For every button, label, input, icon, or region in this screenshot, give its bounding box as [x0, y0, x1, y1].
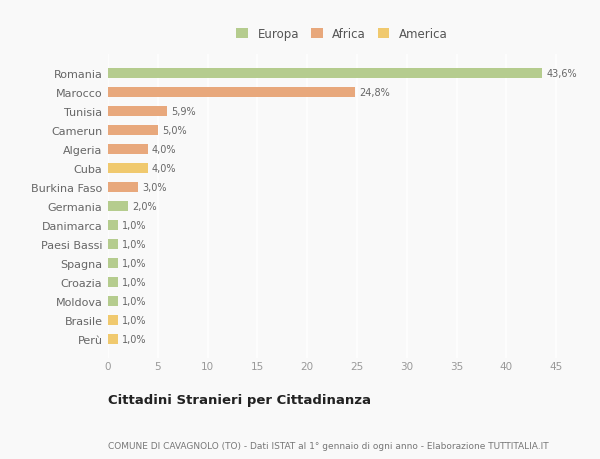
Text: 1,0%: 1,0%: [122, 277, 146, 287]
Bar: [108, 315, 118, 325]
Text: Cittadini Stranieri per Cittadinanza: Cittadini Stranieri per Cittadinanza: [108, 393, 371, 406]
Text: 1,0%: 1,0%: [122, 334, 146, 344]
Bar: [108, 239, 118, 250]
Bar: [108, 334, 118, 344]
Bar: [108, 69, 542, 79]
Bar: [108, 126, 158, 136]
Text: 1,0%: 1,0%: [122, 258, 146, 269]
Bar: [108, 277, 118, 287]
Text: 5,0%: 5,0%: [162, 126, 187, 136]
Text: 4,0%: 4,0%: [152, 164, 176, 174]
Text: 24,8%: 24,8%: [359, 88, 389, 98]
Bar: [108, 202, 128, 212]
Bar: [108, 145, 148, 155]
Text: 1,0%: 1,0%: [122, 240, 146, 249]
Bar: [108, 296, 118, 307]
Text: 2,0%: 2,0%: [132, 202, 157, 212]
Text: 43,6%: 43,6%: [546, 69, 577, 79]
Bar: [108, 106, 167, 117]
Bar: [108, 220, 118, 231]
Bar: [108, 88, 355, 98]
Text: 5,9%: 5,9%: [171, 107, 196, 117]
Text: 4,0%: 4,0%: [152, 145, 176, 155]
Bar: [108, 182, 138, 193]
Text: 3,0%: 3,0%: [142, 183, 166, 193]
Text: 1,0%: 1,0%: [122, 220, 146, 230]
Legend: Europa, Africa, America: Europa, Africa, America: [234, 25, 450, 43]
Bar: [108, 163, 148, 174]
Text: 1,0%: 1,0%: [122, 296, 146, 306]
Text: COMUNE DI CAVAGNOLO (TO) - Dati ISTAT al 1° gennaio di ogni anno - Elaborazione : COMUNE DI CAVAGNOLO (TO) - Dati ISTAT al…: [108, 441, 548, 450]
Bar: [108, 258, 118, 269]
Text: 1,0%: 1,0%: [122, 315, 146, 325]
